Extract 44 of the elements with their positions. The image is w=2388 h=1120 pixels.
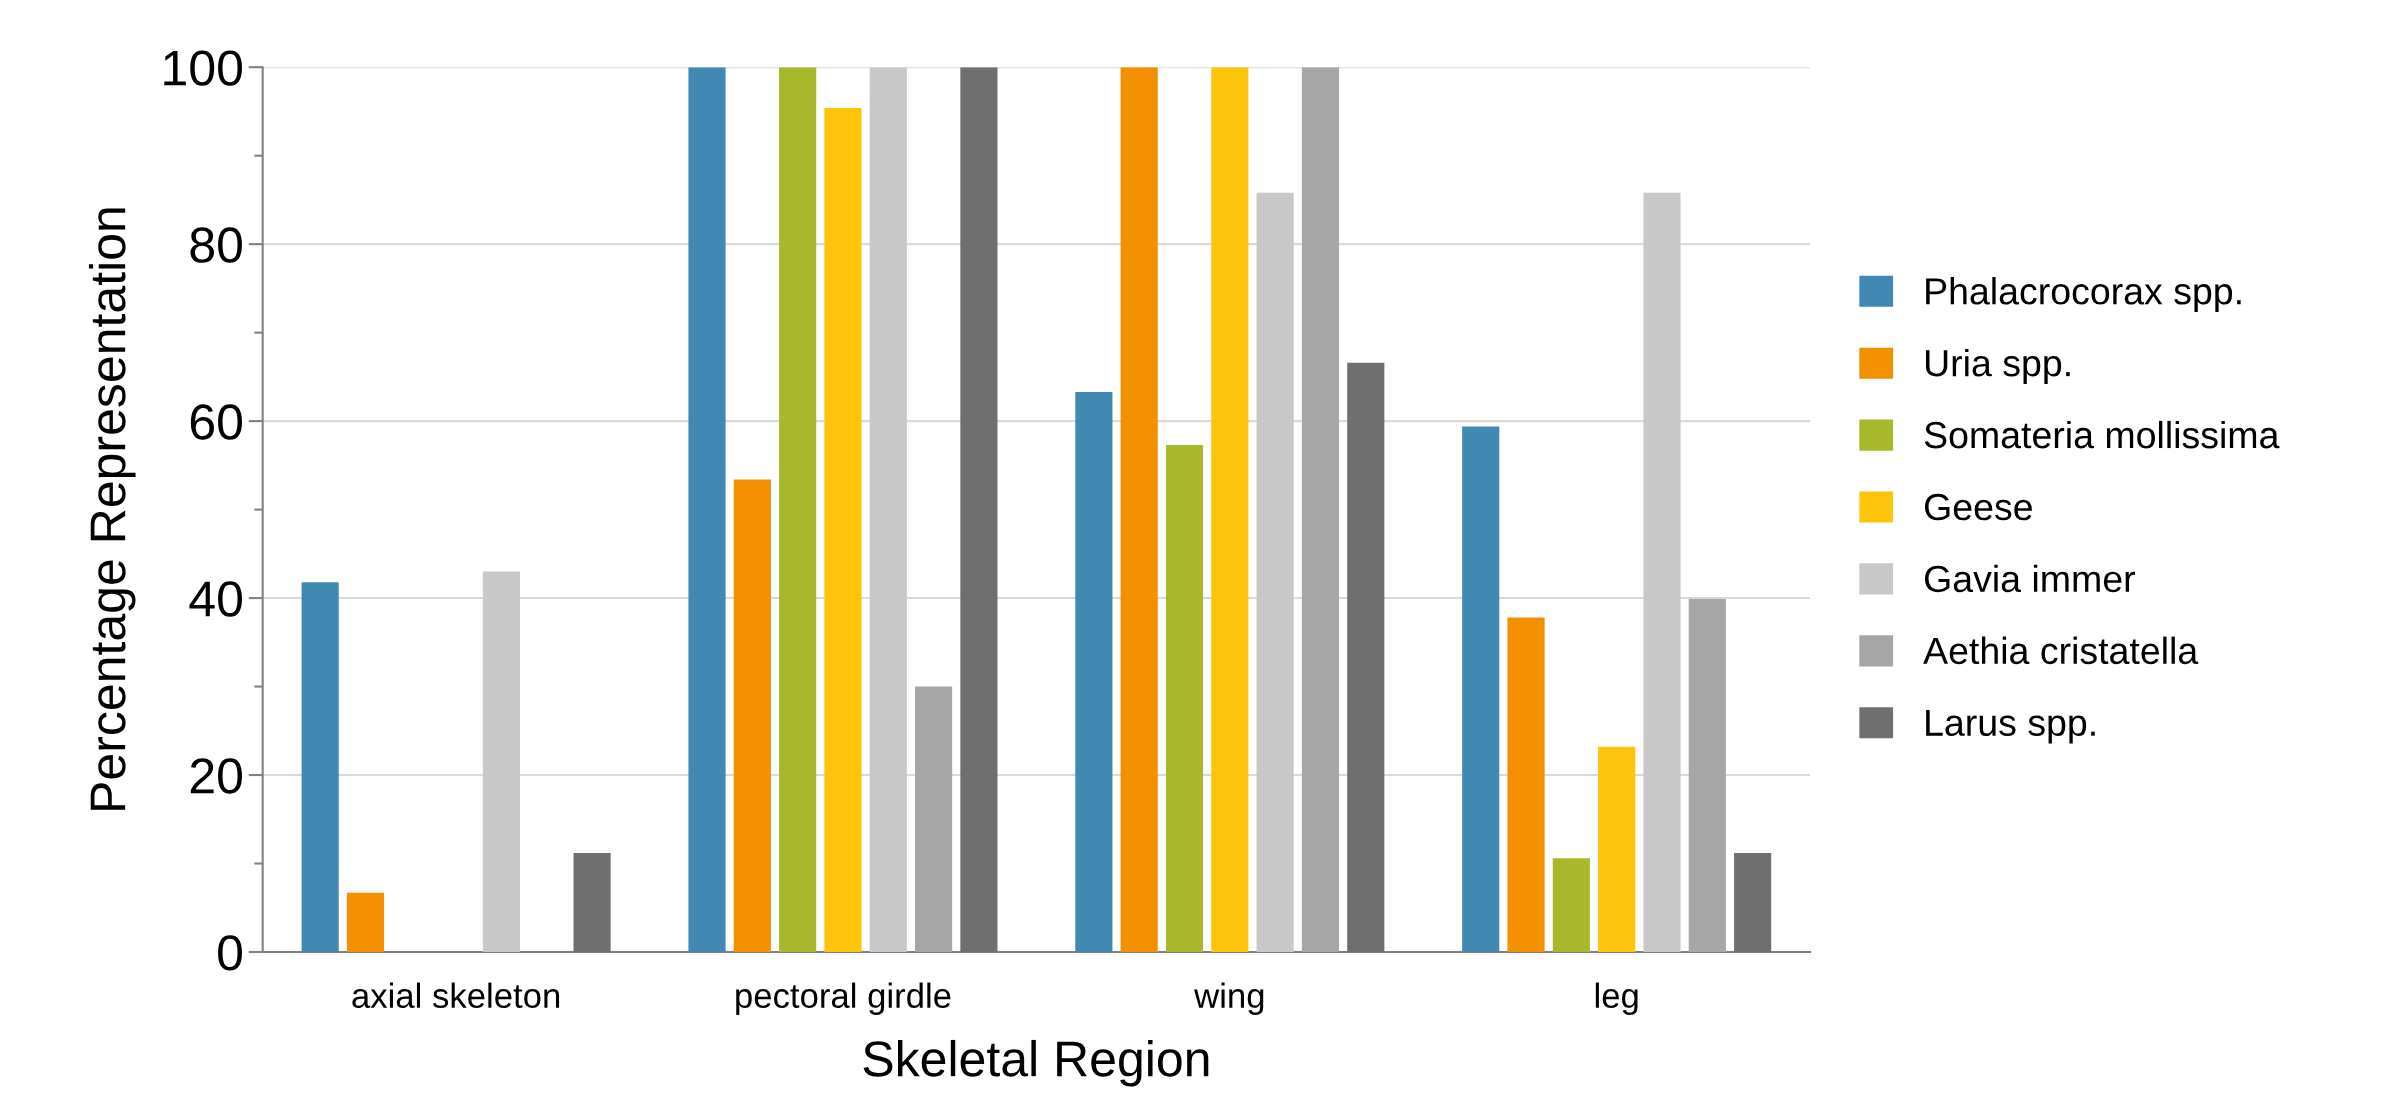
- bar: [688, 67, 726, 952]
- bar: [1347, 362, 1385, 952]
- x-tick-label: pectoral girdle: [736, 982, 951, 1015]
- x-axis-title: Skeletal Region: [863, 1039, 1209, 1087]
- bar: [1507, 617, 1545, 952]
- x-tick-label: axial skeleton: [352, 982, 560, 1009]
- bar: [482, 571, 521, 952]
- y-tick-label: 100: [164, 50, 242, 86]
- legend-label: Aethia cristatella: [1923, 636, 2199, 665]
- bar: [733, 479, 771, 952]
- bar: [779, 67, 817, 952]
- x-tick-label: wing: [1194, 982, 1264, 1015]
- bar: [1688, 598, 1726, 952]
- y-tick-label: 20: [190, 758, 242, 794]
- x-tick-label: leg: [1595, 982, 1638, 1015]
- legend-label: Larus spp.: [1926, 709, 2095, 744]
- y-tick-label: 0: [218, 935, 242, 971]
- bar: [1552, 858, 1590, 952]
- legend-label: Gavia immer: [1924, 564, 2135, 593]
- bar: [1211, 67, 1249, 952]
- bar: [1256, 192, 1294, 952]
- bar: [960, 67, 998, 952]
- bar: [346, 892, 385, 952]
- bar: [1301, 67, 1340, 952]
- legend-label: Uria spp.: [1925, 348, 2070, 384]
- legend-label: Geese: [1924, 493, 2032, 521]
- legend-label: Phalacrocorax spp.: [1926, 277, 2241, 313]
- bar: [573, 852, 611, 952]
- y-axis-title: Percentage Representation: [88, 208, 136, 810]
- legend-label: Somateria mollissima: [1924, 420, 2280, 449]
- y-tick-label: 40: [189, 581, 242, 617]
- y-tick-label: 80: [190, 227, 242, 263]
- bar: [1165, 445, 1204, 952]
- bar: [1462, 426, 1500, 952]
- bar: [1120, 67, 1158, 952]
- bar: [301, 582, 339, 952]
- bar: [824, 107, 862, 952]
- bar: [1598, 746, 1636, 952]
- bar: [1734, 852, 1772, 952]
- bar: [1075, 391, 1113, 952]
- bar: [1643, 192, 1681, 952]
- y-tick-label: 60: [190, 404, 242, 440]
- bar: [869, 67, 907, 952]
- bar: [915, 686, 953, 952]
